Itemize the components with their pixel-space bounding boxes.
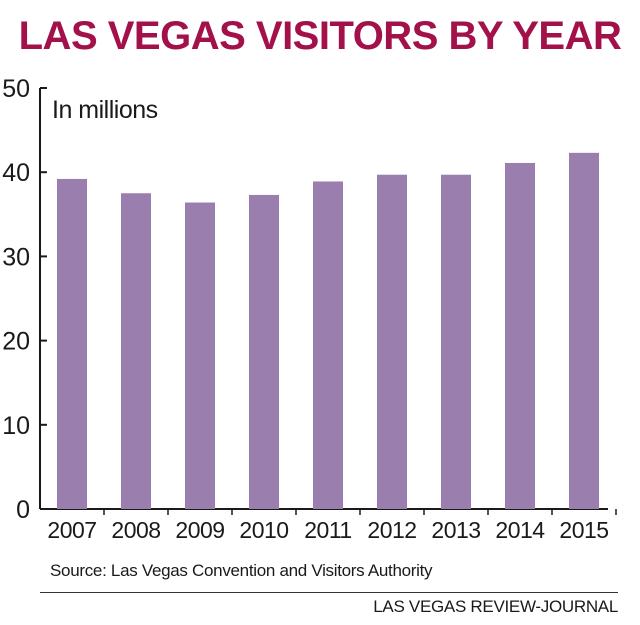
y-tick-label: 0 <box>16 496 30 524</box>
bars <box>57 152 599 510</box>
footer-divider <box>40 592 618 593</box>
bar-2008 <box>121 193 151 509</box>
x-tick-label: 2010 <box>239 517 288 543</box>
bar-2012 <box>377 174 407 509</box>
bar-2013 <box>441 174 471 509</box>
bar-2014 <box>505 162 535 510</box>
bar-2015 <box>569 152 599 510</box>
bar-2009 <box>185 202 215 509</box>
x-tick-label: 2013 <box>431 517 480 543</box>
bar-chart: In millions 0 10 20 30 40 50 2007 2008 2009 2010… <box>2 75 617 543</box>
x-tick-label: 2007 <box>47 517 96 543</box>
bar-2007 <box>57 178 87 509</box>
y-tick-label: 10 <box>2 412 30 440</box>
source-note: Source: Las Vegas Convention and Visitor… <box>50 561 433 580</box>
x-axis: 2007 2008 2009 2010 2011 2012 2013 2014 2015 <box>47 509 617 543</box>
x-tick-label: 2012 <box>367 517 416 543</box>
x-tick-label: 2008 <box>111 517 160 543</box>
y-tick-label: 40 <box>2 159 30 187</box>
bar-2010 <box>249 194 279 509</box>
publisher-credit: LAS VEGAS REVIEW-JOURNAL <box>373 597 618 616</box>
y-axis-unit-label: In millions <box>52 96 158 124</box>
x-tick-label: 2015 <box>559 517 608 543</box>
x-tick-label: 2009 <box>175 517 224 543</box>
y-tick-label: 50 <box>2 75 30 103</box>
x-tick-label: 2011 <box>304 517 351 543</box>
x-tick-label: 2014 <box>495 517 545 543</box>
bar-2011 <box>313 181 343 509</box>
chart-title: LAS VEGAS VISITORS BY YEAR <box>18 14 622 58</box>
y-tick-label: 30 <box>2 243 30 271</box>
y-tick-label: 20 <box>2 328 30 356</box>
